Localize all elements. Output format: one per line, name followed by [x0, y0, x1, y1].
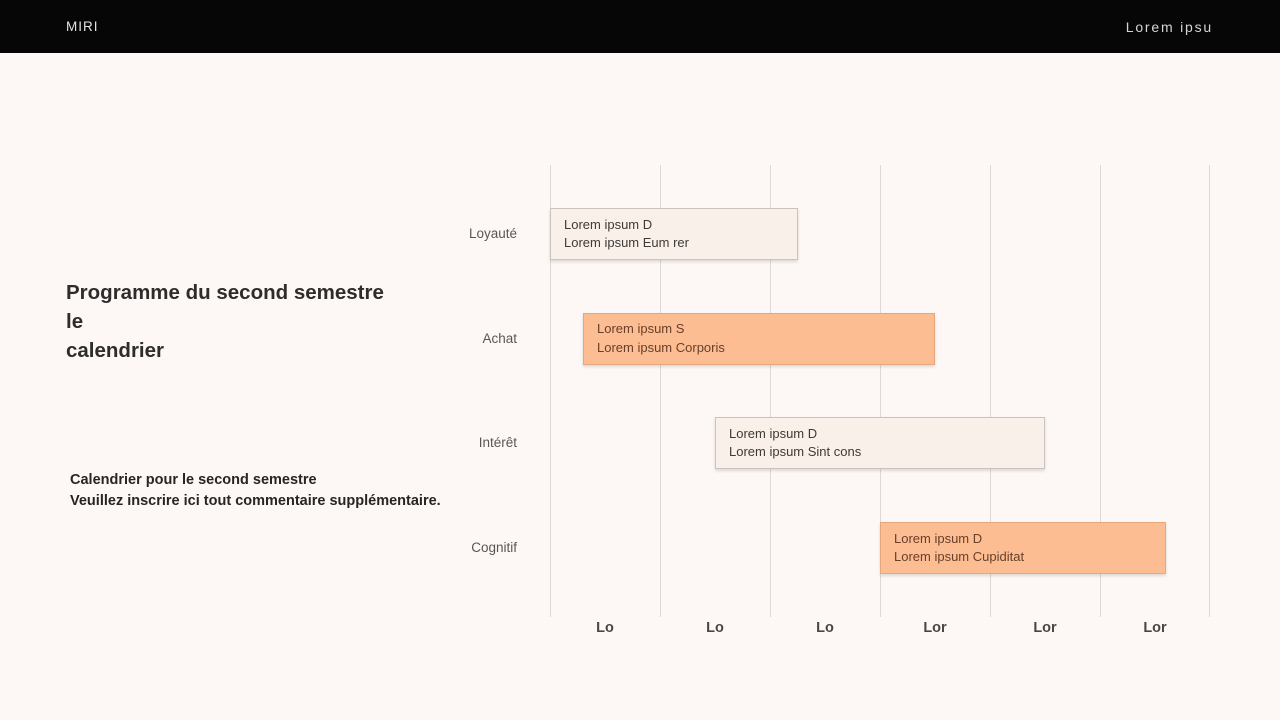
bar-label-line-1: Lorem ipsum S: [597, 321, 685, 337]
top-nav: MIRI Lorem ipsu: [0, 0, 1280, 53]
gridline: [990, 165, 991, 617]
x-axis-label-5: Lor: [1033, 620, 1057, 636]
gantt-bar-3[interactable]: Lorem ipsum D Lorem ipsum Sint cons: [715, 417, 1045, 470]
x-axis-label-6: Lor: [1143, 620, 1167, 636]
subtitle-line-2: Veuillez inscrire ici tout commentaire s…: [70, 493, 441, 509]
page-title: Programme du second semestre le calendri…: [66, 278, 384, 365]
brand-logo[interactable]: MIRI: [66, 19, 99, 34]
bar-label-line-1: Lorem ipsum D: [894, 530, 983, 546]
gridline: [550, 165, 551, 617]
gantt-chart: Loyauté Achat Intérêt Cognitif Lorem ipsum D…: [469, 165, 1210, 636]
subtitle-line-1: Calendrier pour le second semestre: [70, 472, 317, 488]
x-axis-label-3: Lo: [816, 620, 834, 636]
gridline: [880, 165, 881, 617]
bar-label-line-2: Lorem ipsum Sint cons: [729, 444, 862, 460]
row-label-3: Intérêt: [478, 435, 517, 451]
gridline: [1209, 165, 1210, 617]
x-axis-label-2: Lo: [706, 620, 724, 636]
nav-link[interactable]: Lorem ipsu: [1125, 18, 1213, 35]
bar-label-line-2: Lorem ipsum Eum rer: [564, 235, 689, 250]
title-line-3: calendrier: [66, 339, 164, 362]
subtitle: Calendrier pour le second semestre Veuil…: [70, 470, 441, 512]
gridline: [660, 165, 661, 617]
gantt-bar-2[interactable]: Lorem ipsum S Lorem ipsum Corporis: [583, 312, 935, 365]
bar-label-line-2: Lorem ipsum Corporis: [597, 339, 725, 355]
title-line-1: Programme du second semestre: [66, 281, 384, 304]
bar-label-line-1: Lorem ipsum D: [729, 425, 818, 441]
gridline: [1100, 165, 1101, 617]
bar-label-line-2: Lorem ipsum Cupiditat: [894, 549, 1025, 565]
row-label-1: Loyauté: [468, 226, 517, 241]
x-axis-label-1: Lo: [596, 620, 614, 636]
x-axis-label-4: Lor: [923, 620, 947, 636]
gantt-bar-1[interactable]: Lorem ipsum D Lorem ipsum Eum rer: [550, 208, 798, 260]
gridline: [770, 165, 771, 617]
row-label-2: Achat: [482, 330, 517, 346]
gantt-bar-4[interactable]: Lorem ipsum D Lorem ipsum Cupiditat: [880, 522, 1166, 575]
row-label-4: Cognitif: [471, 540, 517, 556]
bar-label-line-1: Lorem ipsum D: [564, 216, 653, 232]
title-line-2: le: [66, 310, 84, 333]
